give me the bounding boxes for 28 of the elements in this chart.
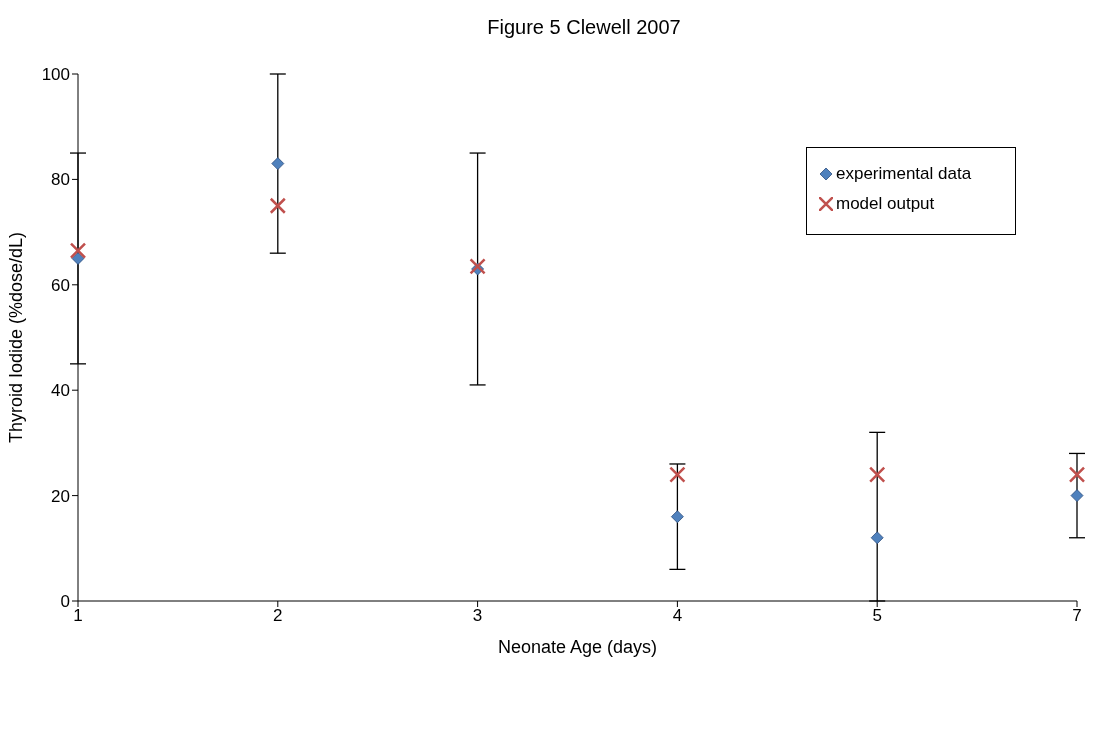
point [71,252,85,265]
x-tick-label: 4 [672,606,683,626]
point [870,531,884,545]
point [669,466,686,483]
x-tick-label: 7 [1072,606,1082,626]
y-axis-title: Thyroid Iodide (%dose/dL) [6,231,27,444]
x-tick-label: 1 [73,606,83,626]
point [271,157,285,170]
point [469,258,486,275]
point [1068,466,1085,483]
point [269,197,287,214]
y-tick-label: 100 [41,65,70,85]
chart-title: Figure 5 Clewell 2007 [486,16,682,39]
point [1070,489,1084,502]
point [868,466,886,483]
y-tick-label: 80 [51,170,70,190]
y-tick-label: 20 [51,486,70,506]
x-tick-label: 5 [872,606,882,626]
x-tick-label: 3 [472,606,483,626]
y-tick-label: 0 [60,592,70,612]
point [671,510,684,524]
legend-label: experimental data [836,164,972,184]
point [69,242,87,259]
x-tick-label: 2 [273,606,283,626]
legend-label: model output [836,194,935,214]
y-tick-label: 60 [51,275,70,295]
y-tick-label: 40 [51,381,70,401]
x-axis-title: Neonate Age (days) [497,637,658,657]
